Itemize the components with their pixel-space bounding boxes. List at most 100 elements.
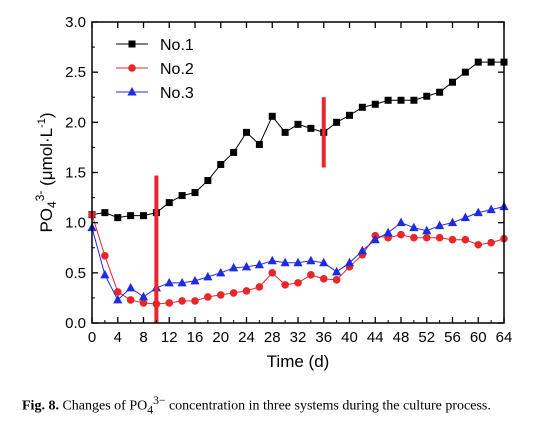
data-point [165,199,173,207]
data-point [281,128,289,136]
x-tick-label: 8 [139,329,147,346]
x-tick-label: 52 [418,329,435,346]
x-tick-label: 48 [393,329,410,346]
data-point [100,269,110,279]
legend-marker [128,64,136,72]
caption-subscript: 4 [147,403,154,417]
data-point [409,222,419,232]
data-point [307,124,315,132]
y-tick-label: 2.5 [65,64,86,81]
y-tick-label: 3.0 [65,14,86,31]
data-point [357,245,367,255]
y-axis-title-rest: (μmol·L [37,128,56,191]
data-point [460,212,470,222]
data-point [449,78,456,86]
data-point [422,233,431,242]
data-point [461,68,469,76]
data-point [177,277,187,287]
data-point [461,235,470,244]
y-axis-title: PO43- (μmol·L-1) [33,112,59,232]
data-point [229,289,238,297]
x-tick-label: 20 [212,329,229,346]
data-point [384,96,392,104]
data-point [140,212,147,220]
data-point [267,255,277,265]
data-point [474,240,483,249]
y-axis-title-sub: 4 [45,201,59,208]
data-point [422,225,432,235]
data-point [333,118,341,126]
data-point [255,283,264,291]
x-tick-label: 40 [341,329,358,346]
data-point [396,217,406,227]
x-tick-label: 4 [114,329,122,346]
data-point [101,209,109,217]
data-point [280,257,290,267]
data-point [191,189,199,197]
data-point [397,230,405,239]
x-tick-label: 12 [161,329,178,346]
data-point [410,96,418,104]
phosphate-line-chart: 0 4 8 12 16 20 24 28 32 36 40 44 48 52 56 60 640.00.51.0… [33,14,513,371]
data-point [217,160,225,168]
x-tick-label: 64 [496,329,513,346]
data-point [268,269,277,277]
data-point [254,259,264,269]
data-point [319,257,329,267]
x-tick-label: 32 [290,329,307,346]
data-point [243,128,250,136]
legend-label: No.2 [160,61,194,78]
data-point [397,96,405,104]
caption-superscript: 3− [153,394,166,407]
data-point [448,235,457,244]
x-tick-label: 0 [88,329,96,346]
data-point [127,212,135,220]
data-point [294,279,302,287]
caption-text-before: Changes of PO [58,398,148,414]
data-point [473,207,483,217]
data-point [423,92,431,100]
data-point [126,296,135,304]
x-tick-label: 36 [315,329,332,346]
data-point [216,291,225,299]
data-point [486,204,496,214]
data-point [242,287,251,295]
data-point [216,267,226,277]
data-point [474,58,482,66]
data-point [344,257,355,267]
legend: No.1 No.2 No.3 [116,37,194,102]
x-tick-label: 28 [264,329,281,346]
x-axis-title: Time (d) [267,352,330,371]
data-point [126,282,136,292]
series-no3 [87,201,509,304]
legend-label: No.3 [160,85,194,102]
plot-area [87,58,509,323]
data-point [113,294,123,304]
y-tick-label: 0.0 [65,315,86,332]
data-point [487,58,495,66]
data-point [204,177,212,185]
data-point [203,271,213,281]
data-point [268,112,276,120]
data-point [332,276,341,284]
figure-number: Fig. 8. [22,398,59,414]
x-tick-label: 60 [470,329,487,346]
x-tick-label: 56 [444,329,461,346]
data-point [487,238,495,247]
data-point [294,120,302,128]
data-point [346,111,353,119]
y-axis-title-unit-sup: -1 [36,118,48,128]
data-point [255,140,263,148]
y-tick-label: 1.5 [65,165,86,182]
x-tick-label: 44 [367,329,384,346]
legend-marker [128,40,136,48]
data-point [332,266,342,276]
legend-label: No.1 [160,37,194,54]
y-axis-title-sup: 3- [33,191,47,202]
data-point [164,277,174,287]
data-point [191,297,199,305]
y-axis-title-end: ) [37,112,56,118]
series-no1 [88,58,508,222]
x-tick-label: 24 [238,329,255,346]
data-point [293,257,303,267]
